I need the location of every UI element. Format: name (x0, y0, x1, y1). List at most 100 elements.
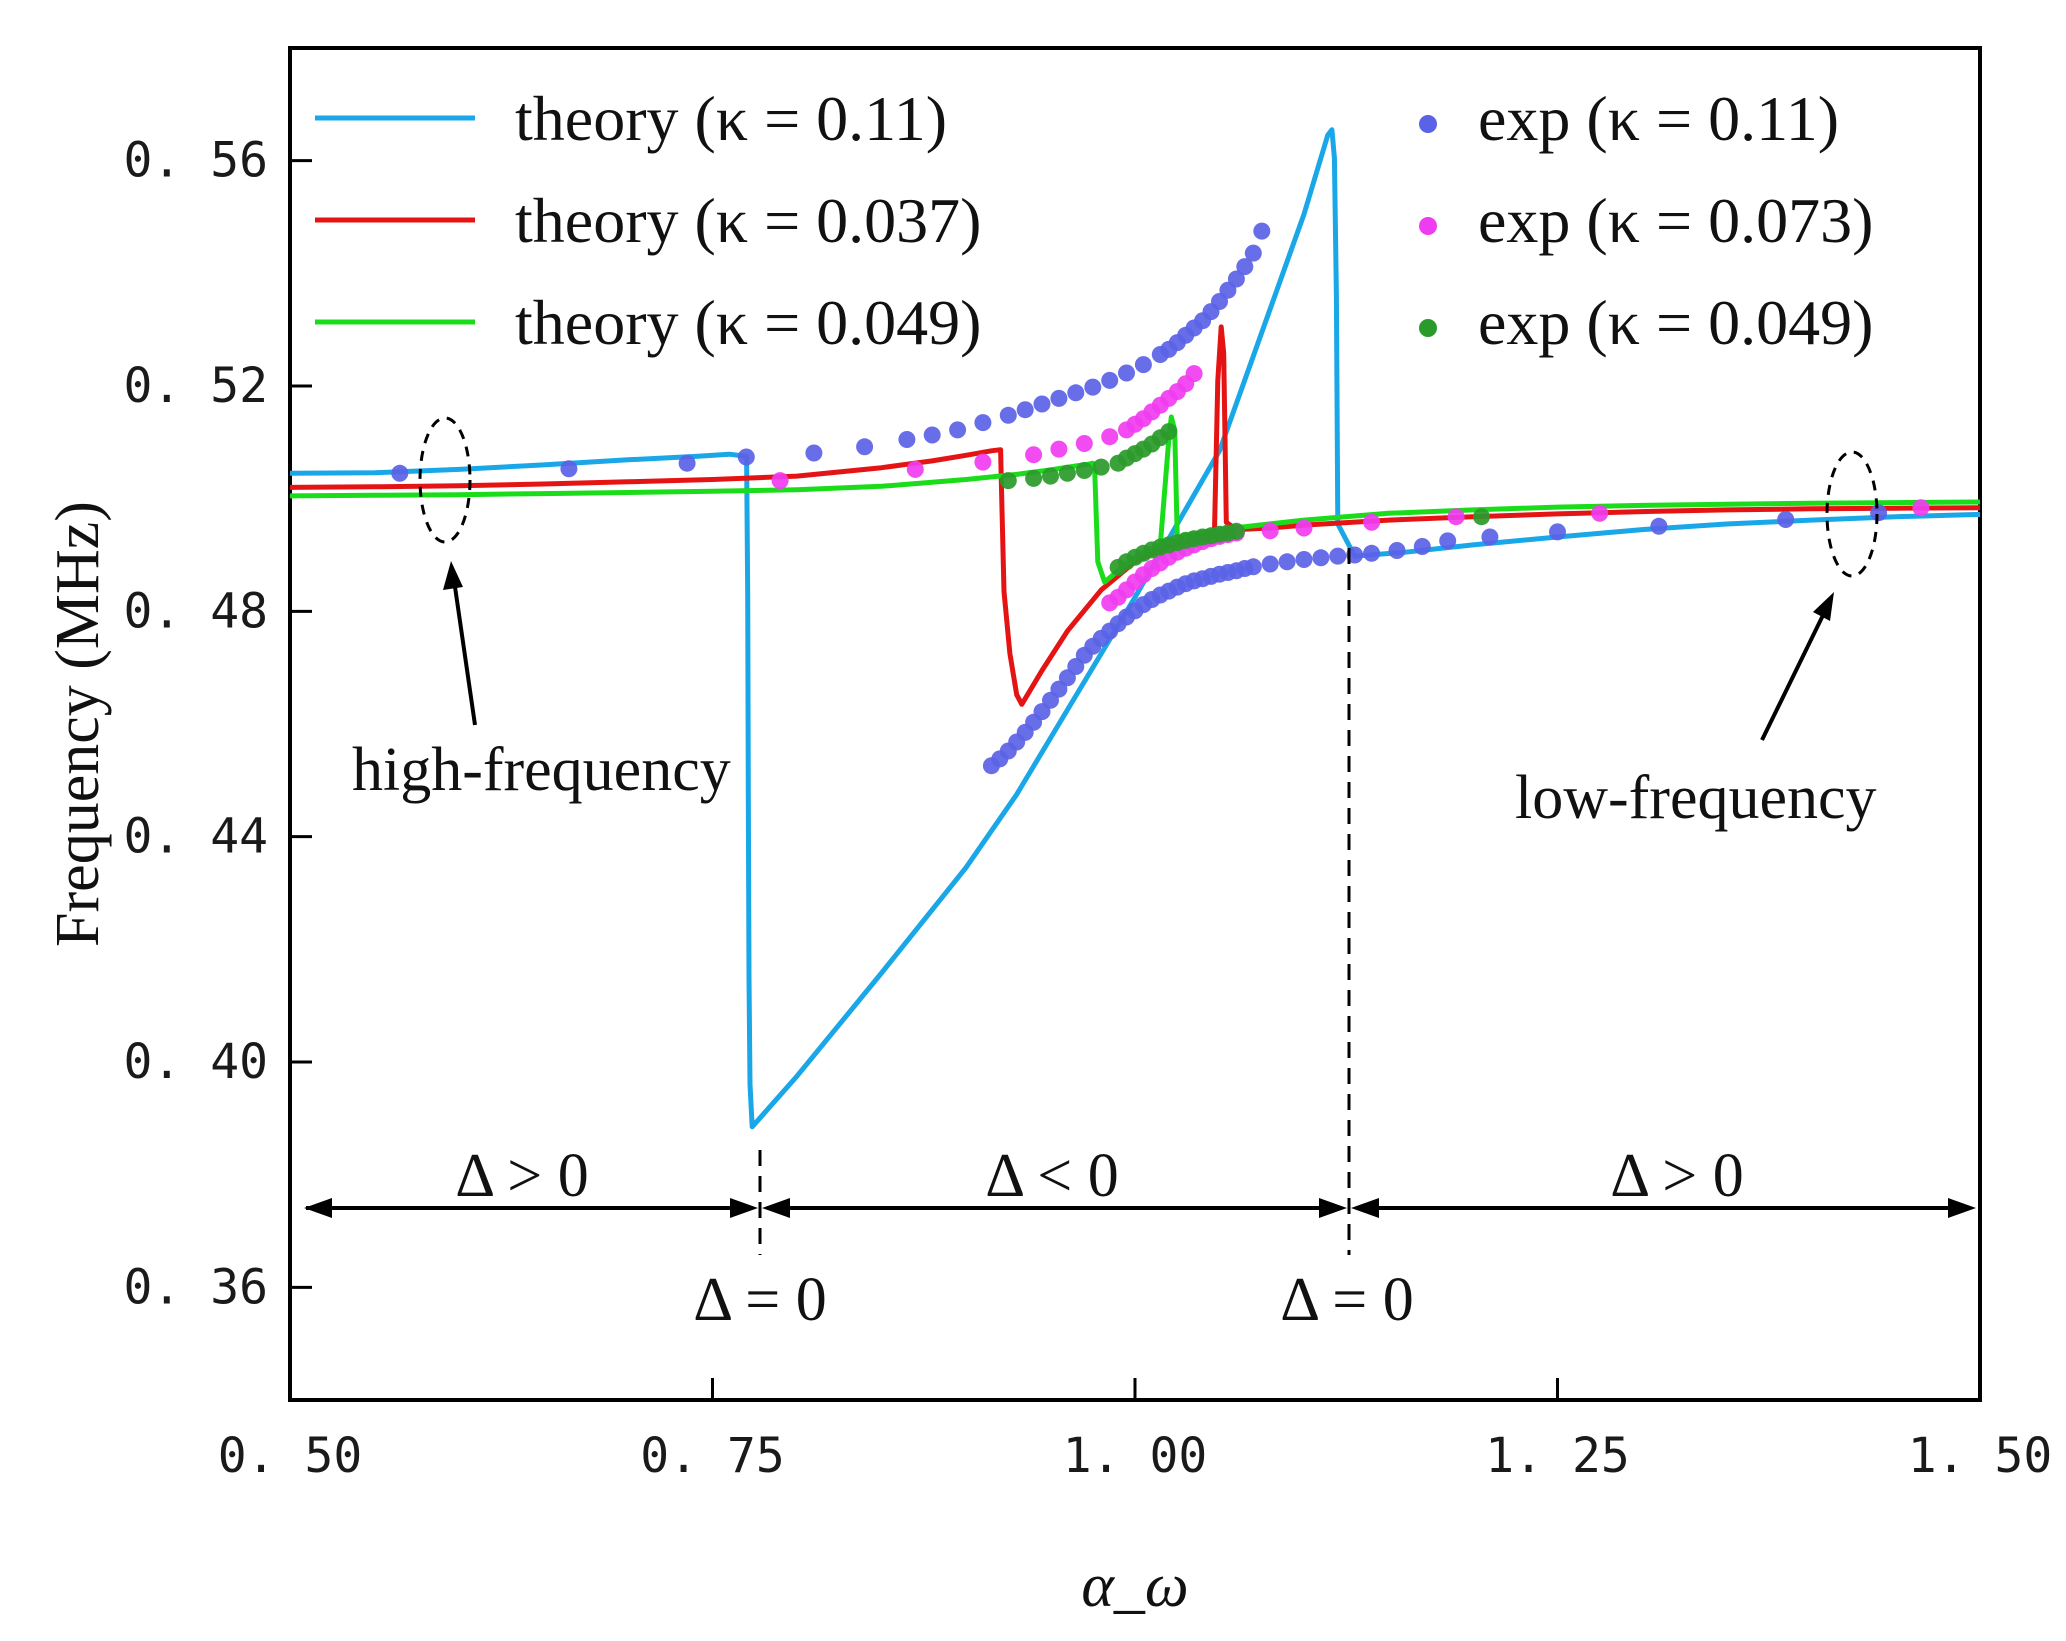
data-point-3 (1278, 553, 1296, 571)
data-point-5 (1075, 462, 1093, 479)
data-point-4 (1912, 499, 1930, 517)
data-point-3 (391, 464, 409, 482)
delta-zero-left-label: Δ = 0 (693, 1266, 826, 1334)
y-tick-label: 0. 36 (124, 1259, 269, 1315)
delta-positive-right-label: Δ > 0 (1610, 1142, 1743, 1210)
data-point-4 (1447, 508, 1465, 526)
data-point-3 (1227, 270, 1245, 288)
delta-arrowhead-m1 (762, 1198, 790, 1218)
delta-arrowhead-r2 (1948, 1198, 1976, 1218)
data-point-3 (974, 414, 992, 432)
legend-swatch-exp-0049 (1419, 319, 1437, 337)
data-point-3 (1363, 544, 1381, 562)
data-point-4 (1295, 519, 1313, 537)
data-point-3 (560, 460, 578, 478)
legend-label-theory-0049: theory (κ = 0.049) (515, 287, 981, 358)
high-frequency-arrow (451, 572, 477, 726)
data-point-4 (1075, 435, 1093, 452)
data-point-3 (1777, 511, 1795, 528)
legend: theory (κ = 0.11) theory (κ = 0.037) the… (315, 83, 1873, 358)
data-point-4 (1101, 428, 1119, 446)
delta-arrowhead-l2 (730, 1198, 758, 1218)
series-line-0 (289, 127, 1981, 1130)
data-point-4 (906, 460, 924, 478)
delta-arrowhead-r1 (1351, 1198, 1379, 1218)
x-tick-label: 1. 25 (1485, 1428, 1630, 1484)
low-frequency-arrow (1760, 604, 1830, 741)
data-point-3 (1118, 364, 1135, 382)
data-point-3 (737, 448, 755, 466)
delta-zero-right-label: Δ = 0 (1280, 1266, 1413, 1334)
data-point-3 (1295, 551, 1313, 568)
low-frequency-marker-ellipse (1825, 450, 1879, 578)
data-point-5 (1473, 508, 1490, 526)
data-point-4 (1261, 522, 1279, 540)
data-point-3 (999, 406, 1017, 424)
data-point-3 (1134, 356, 1152, 374)
data-point-3 (856, 438, 874, 456)
legend-swatch-exp-011 (1419, 115, 1437, 133)
data-point-3 (1329, 547, 1347, 565)
delta-positive-left-label: Δ > 0 (455, 1142, 588, 1210)
high-frequency-label: high-frequency (352, 736, 731, 804)
data-point-5 (1042, 467, 1059, 485)
data-point-3 (1312, 549, 1330, 567)
data-point-3 (1481, 528, 1499, 546)
legend-label-exp-0073: exp (κ = 0.073) (1478, 185, 1873, 256)
data-point-3 (678, 454, 696, 472)
high-frequency-marker-ellipse (418, 416, 472, 544)
series-lines (289, 127, 1981, 1130)
data-point-4 (771, 472, 789, 490)
delta-arrowhead-m2 (1319, 1198, 1347, 1218)
legend-label-theory-0037: theory (κ = 0.037) (515, 185, 981, 256)
low-frequency-label: low-frequency (1515, 764, 1877, 832)
legend-swatch-exp-0073 (1419, 217, 1437, 235)
data-point-3 (1236, 258, 1254, 276)
series-line-1 (289, 324, 1981, 707)
data-point-3 (1101, 371, 1119, 389)
data-point-5 (999, 472, 1017, 490)
data-point-5 (1092, 458, 1110, 476)
data-point-3 (805, 444, 823, 462)
data-point-3 (1549, 523, 1566, 541)
x-tick-label: 1. 50 (1908, 1428, 2053, 1484)
data-point-3 (898, 431, 916, 448)
data-point-5 (1160, 423, 1178, 441)
data-point-4 (1591, 504, 1609, 522)
low-frequency-arrowhead (1813, 592, 1834, 621)
y-tick-label: 0. 48 (124, 583, 269, 639)
y-axis-title: Frequency (MHz) (44, 501, 112, 947)
data-point-5 (1025, 469, 1043, 487)
x-tick-label: 0. 75 (640, 1428, 785, 1484)
data-point-3 (1388, 542, 1406, 559)
data-point-5 (1058, 464, 1076, 482)
annotations: high-frequency low-frequency Δ > 0 Δ < 0… (304, 416, 1976, 1334)
high-frequency-arrowhead (443, 561, 463, 590)
data-point-3 (1084, 378, 1102, 396)
axis-tick-labels: 0. 50 0. 75 1. 00 1. 25 1. 50 0. 36 0. 40 0. 44… (124, 133, 2053, 1484)
data-point-4 (1025, 446, 1043, 464)
y-tick-label: 0. 52 (124, 358, 269, 414)
data-point-3 (923, 426, 941, 444)
data-point-3 (1253, 222, 1271, 240)
legend-label-exp-0049: exp (κ = 0.049) (1478, 287, 1873, 358)
data-point-3 (1413, 538, 1431, 555)
x-tick-label: 1. 00 (1063, 1428, 1208, 1484)
data-point-3 (1439, 532, 1457, 550)
data-point-3 (1067, 384, 1085, 402)
data-point-4 (1050, 440, 1068, 458)
data-point-4 (974, 453, 992, 471)
series-points (391, 222, 1930, 775)
y-tick-label: 0. 40 (124, 1034, 269, 1090)
data-point-3 (949, 421, 967, 439)
axis-ticks (288, 159, 1982, 1400)
data-point-4 (1185, 365, 1203, 383)
x-axis-title: α_ω (1081, 1552, 1188, 1620)
data-point-3 (1650, 517, 1668, 535)
data-point-5 (1227, 522, 1245, 540)
y-tick-label: 0. 44 (124, 809, 269, 865)
data-point-3 (1016, 401, 1034, 419)
delta-arrowhead-l1 (304, 1198, 332, 1218)
legend-label-exp-011: exp (κ = 0.11) (1478, 83, 1839, 154)
